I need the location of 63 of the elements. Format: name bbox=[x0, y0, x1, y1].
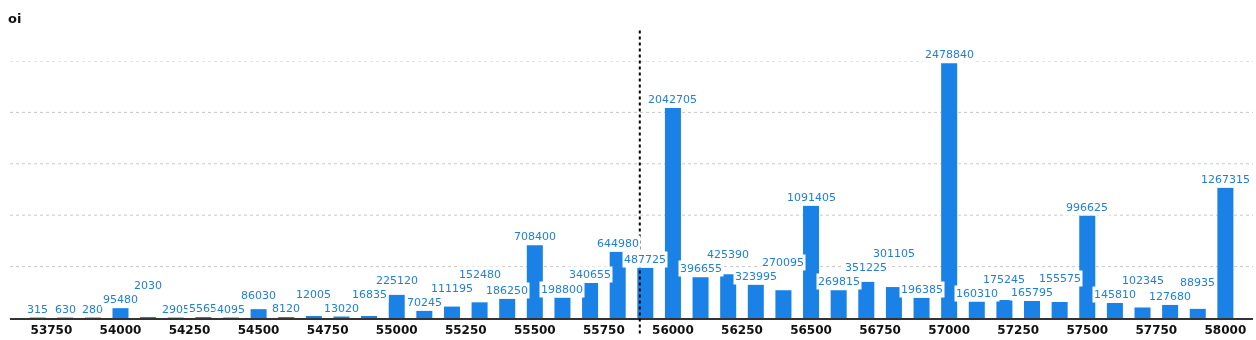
x-tick-label: 55750 bbox=[583, 323, 625, 338]
x-tick-label: 56250 bbox=[721, 323, 763, 338]
data-label: 301105 bbox=[873, 247, 915, 260]
x-tick-label: 58000 bbox=[1204, 323, 1247, 338]
data-label: 1091405 bbox=[787, 191, 836, 204]
data-label: 340655 bbox=[569, 268, 611, 281]
data-label: 2905 bbox=[162, 303, 190, 316]
data-label: 225120 bbox=[376, 274, 418, 287]
data-label: 175245 bbox=[983, 273, 1025, 286]
data-label: 165795 bbox=[1011, 286, 1053, 299]
data-label: 2042705 bbox=[648, 93, 697, 106]
data-label: 86030 bbox=[241, 289, 276, 302]
x-tick-label: 56750 bbox=[859, 323, 901, 338]
data-label: 4095 bbox=[217, 303, 245, 316]
data-label: 2478840 bbox=[925, 48, 974, 61]
x-tick-label: 56500 bbox=[790, 323, 832, 338]
x-tick-label: 55250 bbox=[444, 323, 487, 338]
data-label: 152480 bbox=[459, 268, 501, 281]
data-label: 630 bbox=[55, 303, 76, 316]
data-label: 1267315 bbox=[1201, 173, 1250, 186]
data-label: 270095 bbox=[762, 256, 804, 269]
data-label: 280 bbox=[82, 303, 103, 316]
x-tick-label: 54500 bbox=[237, 323, 280, 338]
data-label: 198800 bbox=[541, 283, 583, 296]
data-label: 2030 bbox=[134, 279, 162, 292]
data-label: 155575 bbox=[1039, 272, 1081, 285]
x-tick-label: 57250 bbox=[997, 323, 1040, 338]
data-label: 13020 bbox=[324, 302, 359, 315]
data-label: 8120 bbox=[272, 302, 300, 315]
data-label: 12005 bbox=[296, 288, 331, 301]
data-label: 111195 bbox=[431, 282, 473, 295]
x-tick-label: 57500 bbox=[1066, 323, 1109, 338]
data-label: 351225 bbox=[845, 261, 887, 274]
data-label: 145810 bbox=[1094, 288, 1136, 301]
x-tick-label: 54250 bbox=[168, 323, 211, 338]
data-label: 269815 bbox=[818, 275, 860, 288]
data-label: 102345 bbox=[1122, 274, 1164, 287]
x-tick-label: 53750 bbox=[30, 323, 73, 338]
data-label: 186250 bbox=[486, 284, 528, 297]
data-label: 487725 bbox=[624, 253, 666, 266]
data-label: 5565 bbox=[189, 302, 217, 315]
data-label: 396655 bbox=[680, 262, 722, 275]
data-label: 425390 bbox=[707, 248, 749, 261]
data-label: 70245 bbox=[407, 296, 442, 309]
x-tick-label: 54000 bbox=[99, 323, 142, 338]
data-label: 323995 bbox=[735, 270, 777, 283]
data-label: 127680 bbox=[1149, 290, 1191, 303]
data-label: 644980 bbox=[597, 237, 639, 250]
y-axis-title: oi bbox=[8, 11, 22, 26]
x-tick-label: 57750 bbox=[1135, 323, 1178, 338]
x-tick-label: 54750 bbox=[306, 323, 349, 338]
data-label: 708400 bbox=[514, 230, 556, 243]
data-label: 196385 bbox=[901, 283, 943, 296]
data-label: 996625 bbox=[1066, 201, 1108, 214]
data-label: 315 bbox=[27, 303, 48, 316]
x-tick-label: 57000 bbox=[928, 323, 971, 338]
data-label: 95480 bbox=[103, 293, 138, 306]
x-tick-label: 55000 bbox=[375, 323, 418, 338]
data-label: 88935 bbox=[1180, 276, 1215, 289]
data-label: 160310 bbox=[956, 287, 998, 300]
x-tick-label: 55500 bbox=[513, 323, 556, 338]
data-label: 16835 bbox=[352, 288, 387, 301]
x-tick-label: 56000 bbox=[652, 323, 694, 338]
